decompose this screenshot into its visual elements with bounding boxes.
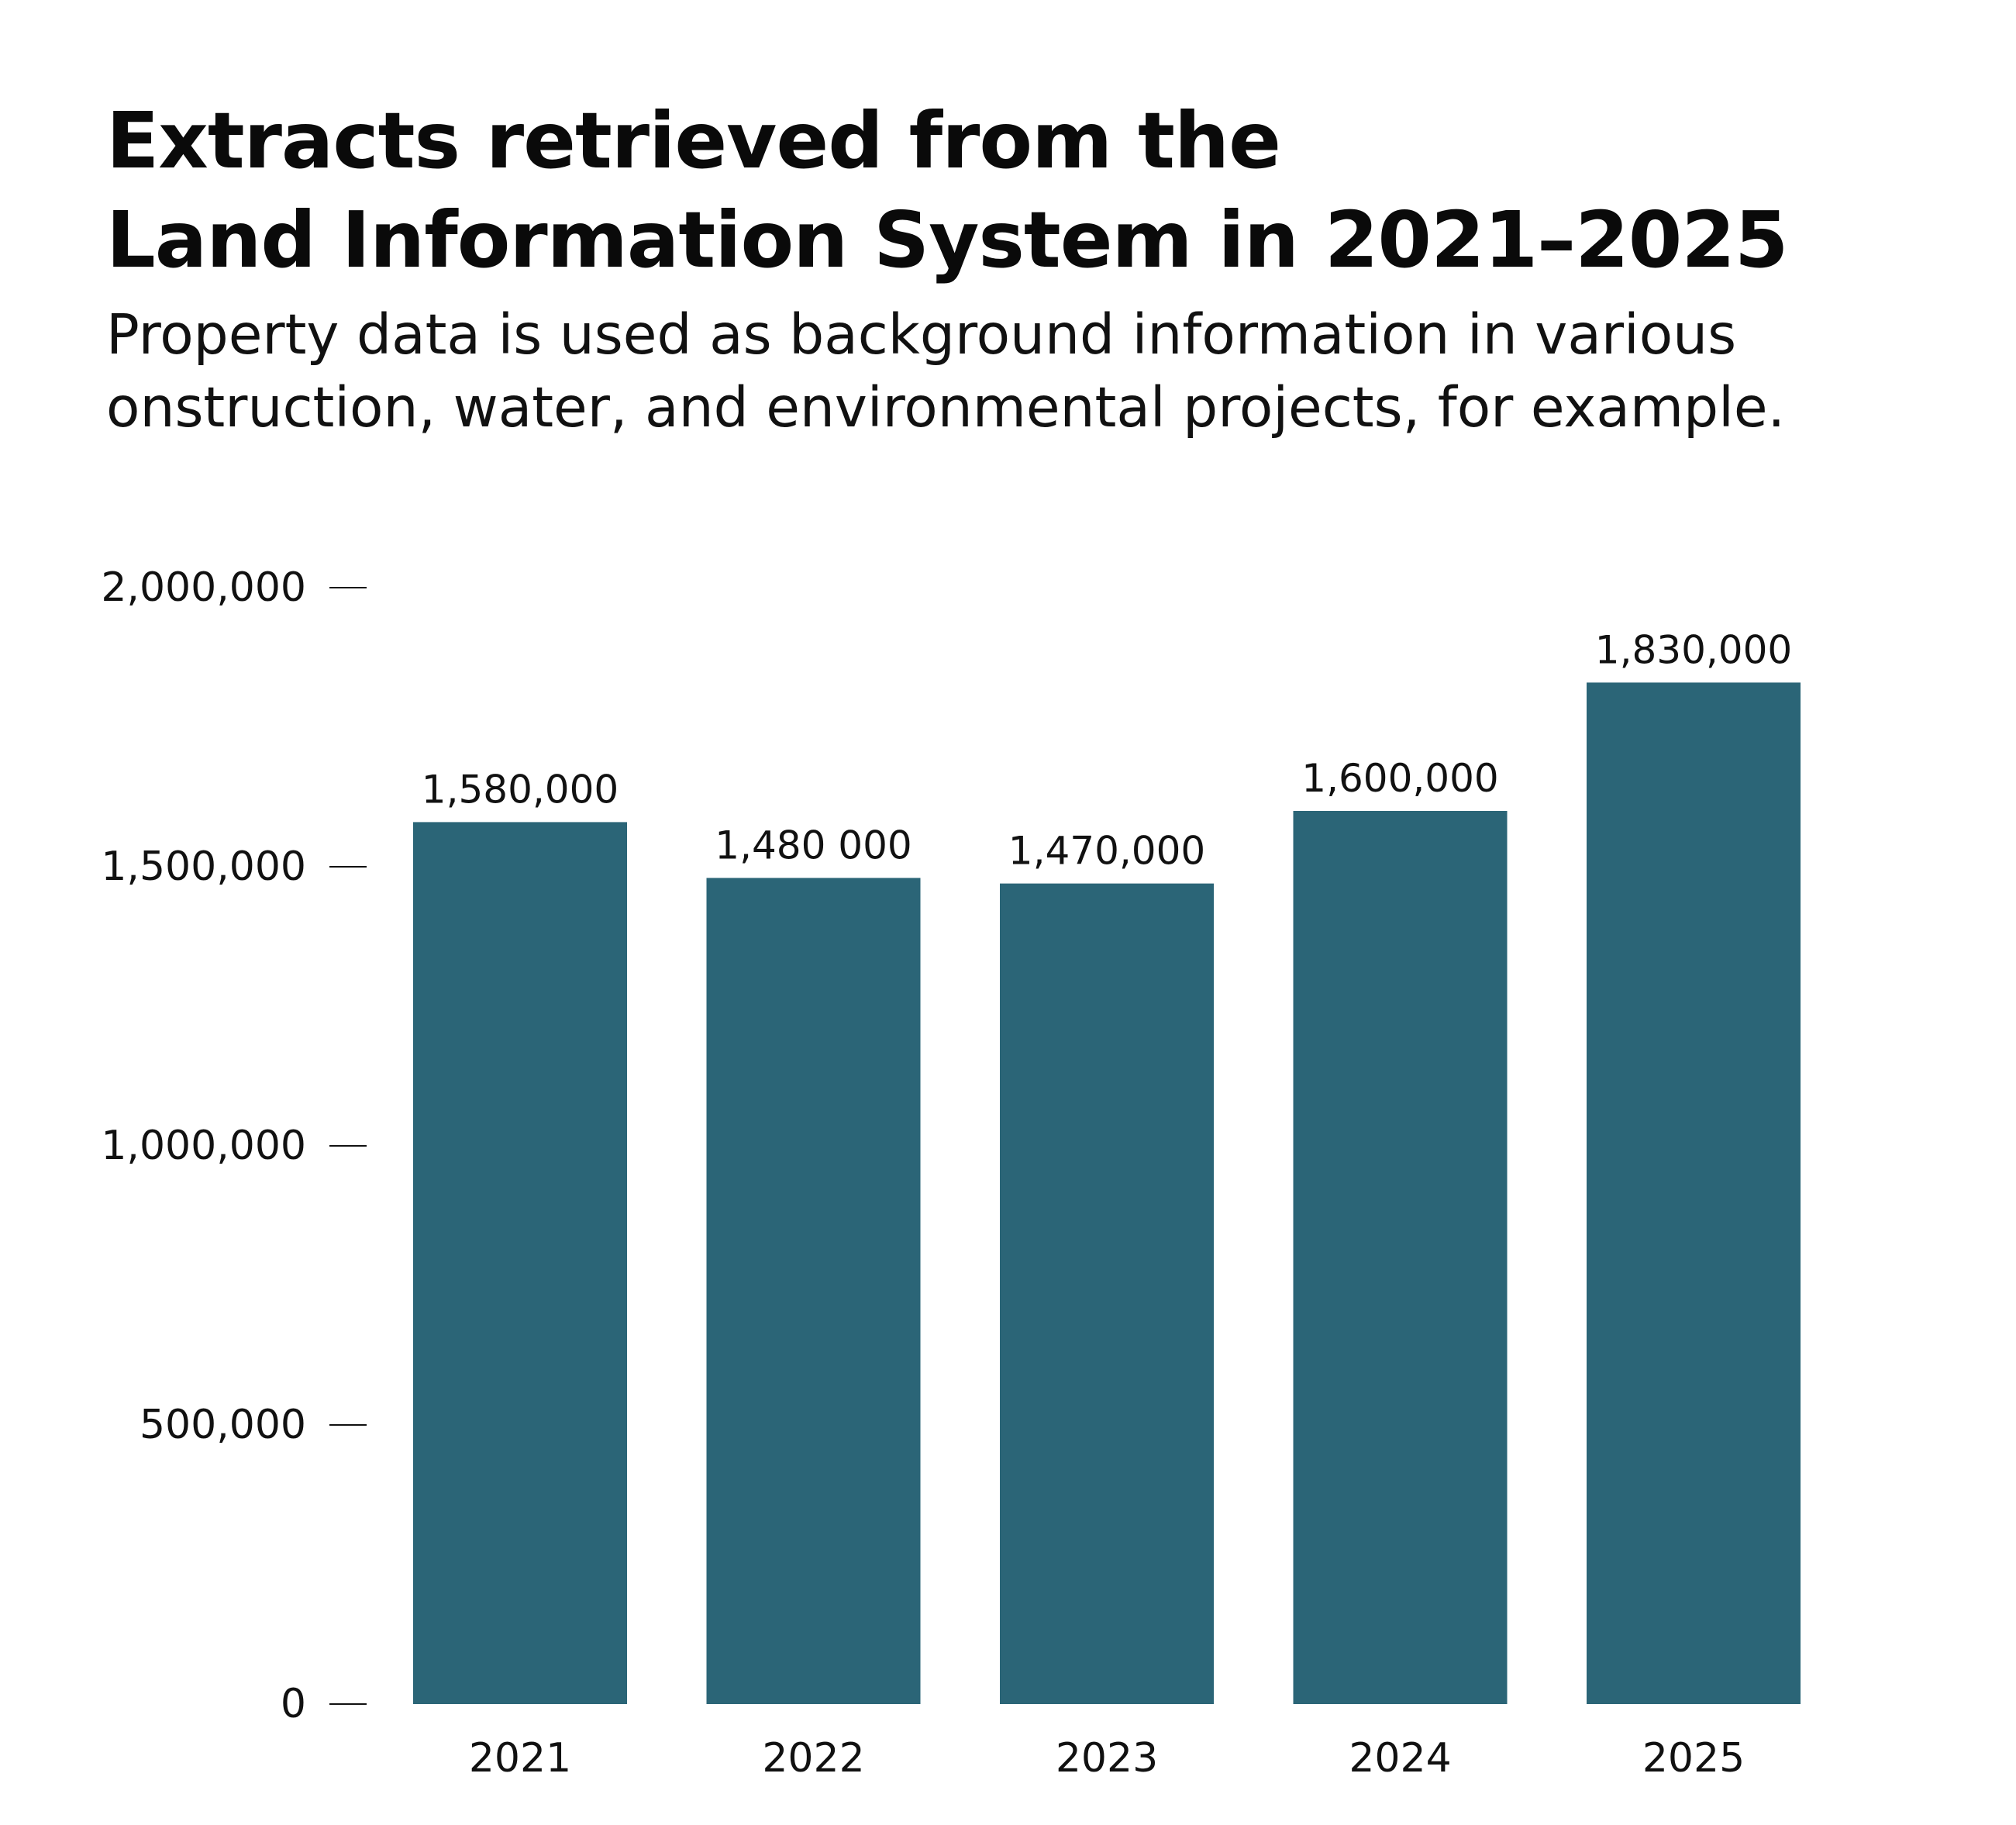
y-axis: 0 500,000 1,000,000 1,500,000 2,000,000 [101, 564, 367, 1727]
x-tick-label-2021: 2021 [469, 1735, 571, 1782]
x-tick-label-2022: 2022 [762, 1735, 864, 1782]
data-label-2024: 1,600,000 [1301, 756, 1498, 801]
y-tick-label: 1,500,000 [101, 844, 306, 890]
y-tick-label: 500,000 [140, 1402, 306, 1448]
y-tick-label: 1,000,000 [101, 1123, 306, 1169]
chart-title-line-2: Land Information System in 2021–2025 [106, 195, 1788, 285]
data-labels-group: 1,580,000 1,480 000 1,470,000 1,600,000 1,83… [422, 627, 1792, 873]
x-tick-label-2024: 2024 [1349, 1735, 1451, 1782]
y-tick-label: 2,000,000 [101, 564, 306, 611]
bar-2022 [706, 878, 921, 1704]
chart-subtitle: Property data is used as background info… [106, 298, 1966, 444]
bar-2023 [1000, 883, 1214, 1704]
chart-title-line-1: Extracts retrieved from the [106, 95, 1281, 186]
bar-2024 [1293, 811, 1508, 1704]
y-tick-label: 0 [281, 1681, 306, 1727]
bar-2021 [413, 822, 627, 1704]
x-tick-label-2025: 2025 [1642, 1735, 1745, 1782]
data-label-2022: 1,480 000 [715, 823, 912, 868]
bars-group [413, 682, 1801, 1704]
x-axis: 2021 2022 2023 2024 2025 [469, 1735, 1745, 1782]
data-label-2025: 1,830,000 [1595, 627, 1792, 672]
chart-subtitle-line-1: Property data is used as background info… [106, 302, 1737, 367]
chart-subtitle-line-2: onstruction, water, and environmental pr… [106, 375, 1786, 440]
chart-title: Extracts retrieved from the Land Informa… [106, 91, 1889, 290]
x-tick-label-2023: 2023 [1056, 1735, 1158, 1782]
data-label-2021: 1,580,000 [422, 767, 619, 812]
data-label-2023: 1,470,000 [1008, 829, 1205, 874]
bar-2025 [1587, 682, 1801, 1704]
